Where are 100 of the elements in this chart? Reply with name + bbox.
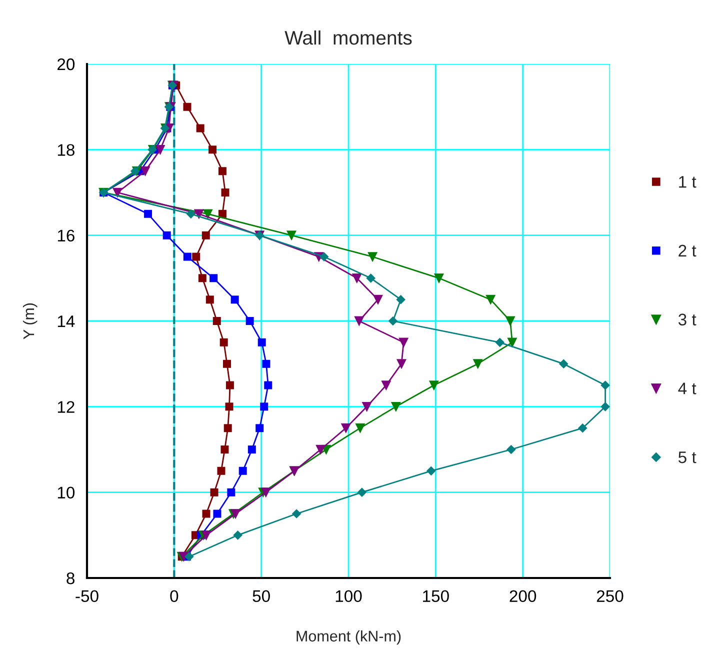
point [140, 166, 150, 176]
point [112, 188, 122, 198]
point [578, 424, 588, 433]
point [226, 381, 234, 390]
point [434, 273, 444, 283]
point [357, 488, 366, 497]
point [396, 359, 406, 369]
point [508, 338, 517, 348]
point [198, 274, 206, 282]
point [262, 360, 270, 368]
point [486, 294, 496, 304]
point [227, 488, 236, 496]
point [225, 402, 234, 411]
point [320, 252, 329, 262]
point [212, 317, 221, 325]
point [286, 230, 296, 240]
point [261, 488, 271, 498]
point [210, 488, 218, 496]
point [368, 252, 378, 262]
point [256, 424, 264, 432]
y-tick-label: 16 [58, 230, 74, 242]
point [218, 210, 226, 218]
legend-label: 4 t [678, 382, 696, 394]
point [396, 295, 406, 304]
point [362, 402, 372, 412]
x-tick-label: 0 [170, 590, 178, 602]
y-tick-label: 20 [57, 58, 75, 70]
y-tick-label: 8 [66, 572, 74, 584]
x-tick-label: 200 [510, 590, 536, 602]
y-tick-label: 18 [58, 144, 74, 156]
point [220, 446, 229, 454]
point [355, 423, 365, 433]
y-tick-label: 12 [58, 401, 74, 413]
point [238, 466, 247, 475]
legend-label: 2 t [678, 244, 696, 257]
point [352, 273, 362, 283]
point [260, 402, 268, 411]
point [202, 510, 210, 518]
point [600, 402, 610, 412]
point [220, 338, 228, 346]
x-tick-label: 150 [423, 590, 449, 602]
point [391, 402, 401, 412]
point [246, 317, 254, 325]
point [196, 124, 204, 132]
point [203, 209, 212, 219]
point [206, 296, 214, 304]
point [292, 509, 301, 518]
point [559, 359, 568, 368]
point [258, 338, 266, 346]
x-axis-title: Moment (kN-m) [296, 630, 401, 645]
point [210, 274, 218, 282]
x-tick-label: 100 [336, 590, 362, 602]
point [202, 530, 211, 540]
point [506, 316, 515, 326]
chart-title: Wall moments [284, 30, 412, 45]
x-tick-label: 250 [596, 590, 624, 602]
point [156, 144, 165, 154]
x-tick-label: 50 [252, 590, 270, 602]
point [217, 466, 226, 475]
point [373, 294, 383, 304]
legend-label: 1 t [679, 176, 696, 188]
point [144, 210, 152, 218]
point [194, 209, 204, 219]
point [495, 338, 504, 347]
point [184, 552, 194, 562]
point [398, 338, 408, 348]
point [218, 167, 226, 176]
point [341, 423, 351, 433]
point [316, 444, 326, 454]
point [230, 296, 239, 304]
y-axis-title: Y (m) [22, 303, 38, 340]
point [221, 188, 230, 196]
point [223, 360, 231, 368]
point [183, 102, 192, 111]
point [366, 274, 376, 283]
point [354, 316, 364, 326]
point [208, 146, 217, 154]
point [186, 209, 196, 218]
point [192, 252, 200, 261]
y-tick-label: 10 [58, 486, 75, 499]
point [224, 424, 232, 432]
point [600, 380, 610, 390]
legend-label: 3 t [678, 314, 696, 326]
point [429, 380, 439, 390]
legend-label: 5 t [678, 452, 696, 464]
point [213, 510, 222, 518]
point [388, 316, 398, 326]
x-tick-label: -50 [76, 590, 98, 602]
point [248, 446, 256, 454]
point [183, 252, 192, 261]
point [381, 380, 391, 390]
point [264, 381, 272, 390]
point [426, 466, 436, 476]
point [506, 445, 516, 454]
point [162, 231, 171, 240]
point [233, 530, 242, 540]
point [473, 359, 483, 369]
y-tick-label: 14 [58, 316, 75, 328]
point [230, 509, 240, 518]
point [202, 231, 210, 240]
